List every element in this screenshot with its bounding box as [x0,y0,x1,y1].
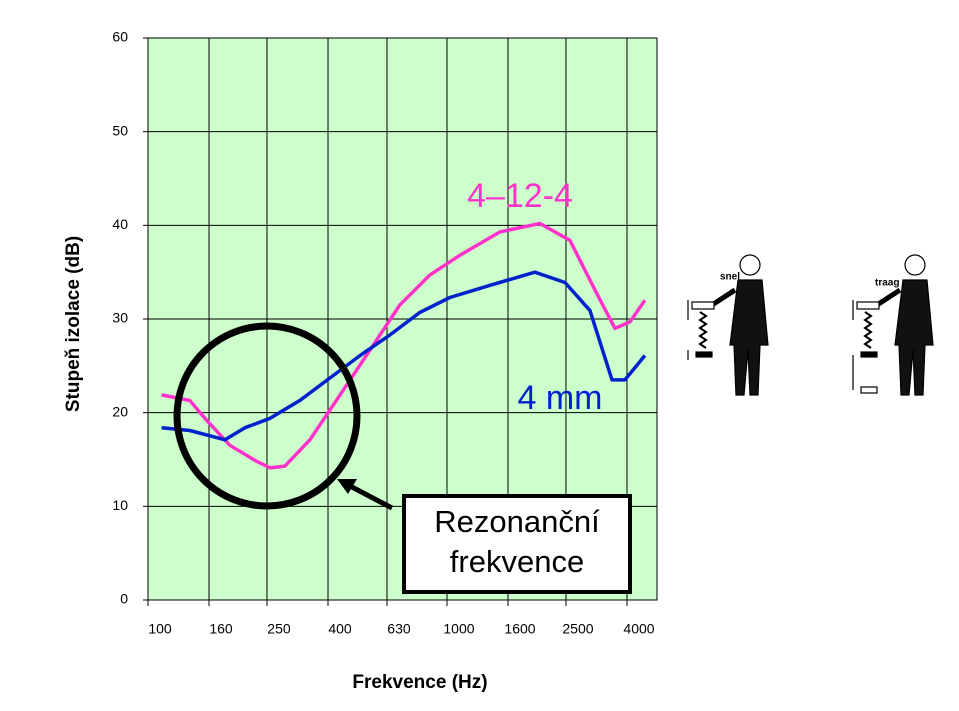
y-tick-label: 30 [112,310,128,326]
x-axis-title: Frekvence (Hz) [352,672,487,693]
y-tick-label: 20 [112,403,128,419]
y-tick-label: 60 [112,29,128,45]
x-tick-label: 1000 [443,621,474,637]
x-tick-label: 400 [328,621,352,637]
annotation: traag [875,278,899,289]
series-label: 4 mm [518,379,603,417]
annotation-line: frekvence [450,544,584,579]
line-series [161,270,647,442]
annotation-line: Rezonanční [434,504,600,539]
x-tick-label: 630 [387,621,411,637]
x-tick-label: 250 [267,621,291,637]
x-tick-label: 2500 [562,621,593,637]
y-tick-label: 40 [112,216,128,232]
annotation: Rezonanční frekvence [434,504,600,579]
series-label: 4–12-4 [467,177,573,215]
y-tick-label: 50 [112,122,128,138]
x-tick-label: 1600 [504,621,535,637]
illustration [687,254,934,396]
x-tick-label: 160 [209,621,233,637]
arrow-head [337,479,357,494]
y-tick-label: 0 [120,591,128,607]
line-series [161,221,647,470]
x-tick-label: 4000 [623,621,654,637]
annotation-box [402,494,632,594]
annotation: snel [720,272,740,283]
y-tick-label: 10 [112,497,128,513]
highlight-circle [173,322,361,510]
arrow [348,483,394,511]
x-tick-label: 100 [148,621,172,637]
y-axis-title: Stupeň izolace (dB) [63,236,84,412]
